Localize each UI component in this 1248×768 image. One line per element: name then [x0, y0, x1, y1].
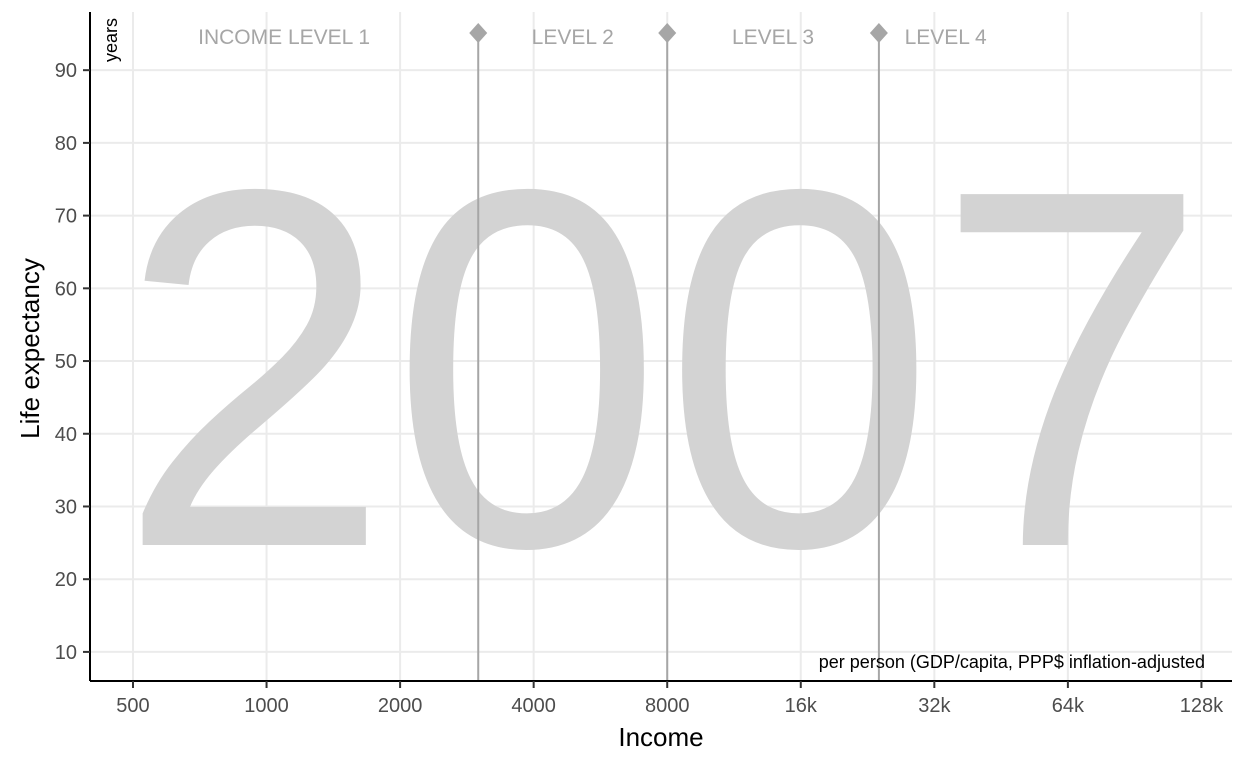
x-axis-title: Income	[618, 722, 703, 752]
x-tick-label: 16k	[785, 695, 818, 717]
income-level-label: LEVEL 3	[732, 26, 814, 49]
x-tick-label: 8000	[645, 695, 690, 717]
x-tick-label: 500	[116, 695, 149, 717]
income-level-label: LEVEL 4	[905, 26, 987, 49]
income-level-label: LEVEL 2	[532, 26, 614, 49]
x-tick-label: 128k	[1180, 695, 1224, 717]
x-tick-label: 32k	[918, 695, 951, 717]
y-tick-label: 70	[55, 206, 77, 228]
y-tick-label: 80	[55, 133, 77, 155]
y-tick-label: 30	[55, 496, 77, 518]
y-tick-label: 60	[55, 278, 77, 300]
income-boundary-diamond	[658, 23, 677, 43]
x-tick-label: 64k	[1052, 695, 1085, 717]
income-level-boundaries	[469, 23, 888, 681]
y-tick-label: 90	[55, 60, 77, 82]
income-boundary-diamond	[469, 23, 488, 43]
y-axis-title: Life expectancy	[15, 258, 45, 439]
grid	[90, 12, 1232, 681]
y-tick-label: 10	[55, 642, 77, 664]
x-tick-label: 4000	[511, 695, 556, 717]
income-level-label: INCOME LEVEL 1	[198, 26, 370, 49]
x-tick-label: 1000	[244, 695, 289, 717]
y-unit-note: years	[101, 18, 121, 62]
y-tick-label: 20	[55, 569, 77, 591]
x-unit-note: per person (GDP/capita, PPP$ inflation-a…	[819, 652, 1205, 672]
income-level-labels: INCOME LEVEL 1 LEVEL 2 LEVEL 3 LEVEL 4	[198, 26, 987, 49]
background-year: 2007	[118, 84, 1208, 654]
x-tick-label: 2000	[378, 695, 423, 717]
y-axis-ticks: 10 20 30 40 50 60 70 80 90	[55, 60, 90, 664]
income-boundary-diamond	[869, 23, 888, 43]
y-tick-label: 40	[55, 424, 77, 446]
x-axis-ticks: 500 1000 2000 4000 8000 16k 32k 64k 128k	[116, 681, 1224, 717]
y-tick-label: 50	[55, 351, 77, 373]
